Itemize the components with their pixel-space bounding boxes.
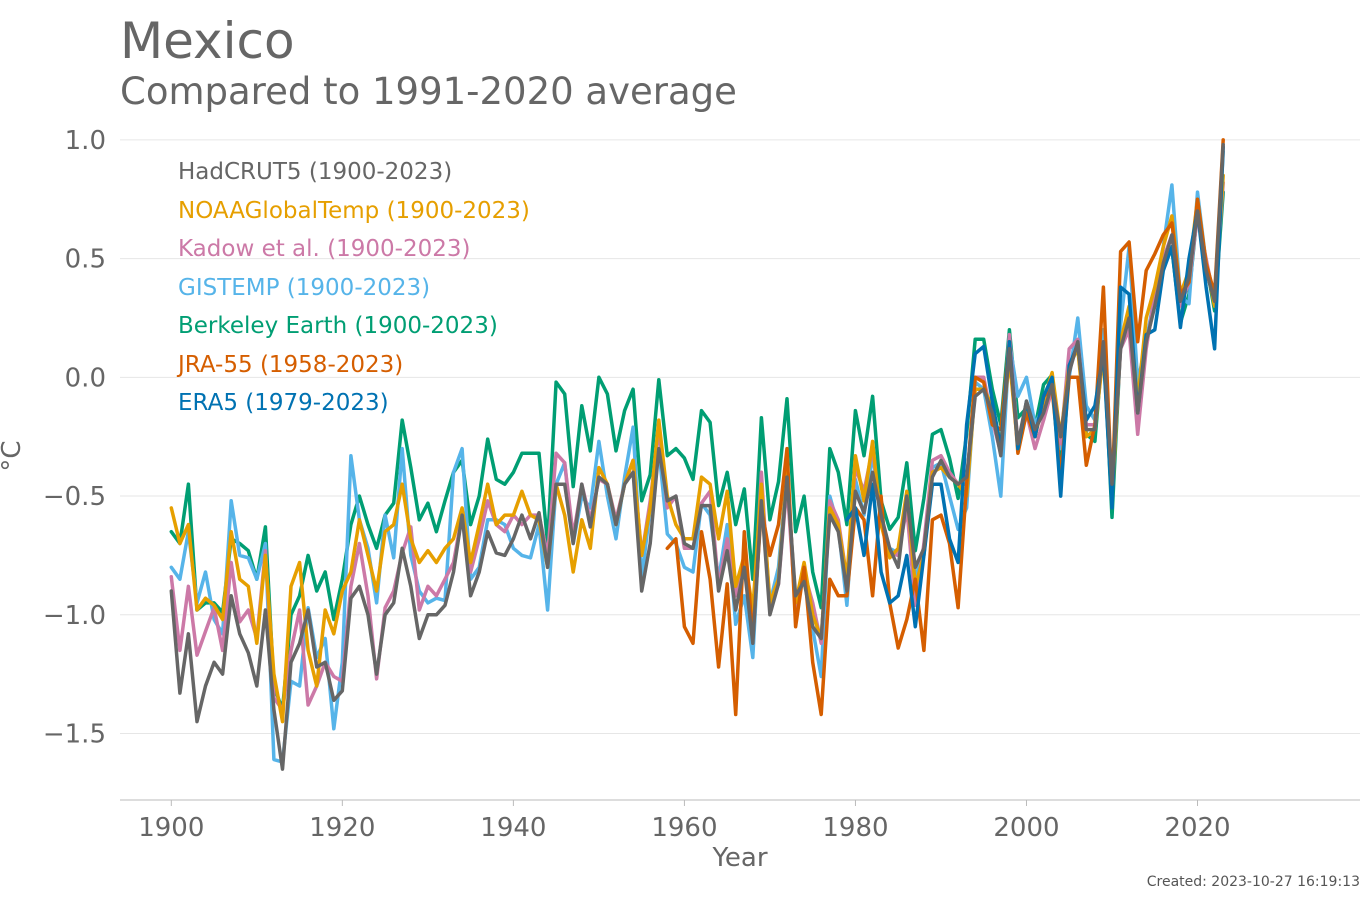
legend-entry: ERA5 (1979-2023) [178, 390, 389, 416]
y-axis-label: °C [0, 440, 27, 471]
x-axis-label: Year [711, 843, 767, 873]
series-lines [169, 138, 1225, 771]
series-line [845, 145, 1225, 629]
legend-entry: HadCRUT5 (1900-2023) [178, 159, 453, 185]
x-tick-label: 1900 [138, 813, 204, 843]
legend-entry: Kadow et al. (1900-2023) [178, 236, 471, 262]
legend-entry: Berkeley Earth (1900-2023) [178, 313, 498, 339]
legend-entry: GISTEMP (1900-2023) [178, 274, 431, 301]
y-tick-label: −1.0 [43, 601, 106, 631]
legend-entry: JRA-55 (1958-2023) [178, 351, 404, 378]
x-tick-label: 1980 [822, 813, 888, 843]
chart-title: Mexico [120, 12, 295, 70]
y-tick-label: 0.0 [65, 363, 106, 393]
legend: HadCRUT5 (1900-2023) NOAAGlobalTemp (1900… [178, 153, 530, 423]
series-line [169, 142, 1225, 771]
y-tick-label: −0.5 [43, 482, 106, 512]
y-tick-label: 1.0 [65, 126, 106, 156]
axes: 1.0 0.5 0.0 −0.5 −1.0 −1.5 1900 1920 1940 1960 198… [0, 126, 1360, 873]
y-tick-label: −1.5 [43, 720, 106, 750]
x-tick-label: 1960 [651, 813, 717, 843]
x-tick-label: 1920 [309, 813, 375, 843]
x-tick-label: 1940 [480, 813, 546, 843]
y-tick-label: 0.5 [65, 245, 106, 275]
x-tick-label: 2020 [1164, 813, 1230, 843]
chart-subtitle: Compared to 1991-2020 average [120, 70, 737, 113]
created-timestamp: Created: 2023-10-27 16:19:13 [1146, 874, 1360, 890]
legend-entry: NOAAGlobalTemp (1900-2023) [178, 197, 530, 224]
x-tick-label: 2000 [993, 813, 1059, 843]
